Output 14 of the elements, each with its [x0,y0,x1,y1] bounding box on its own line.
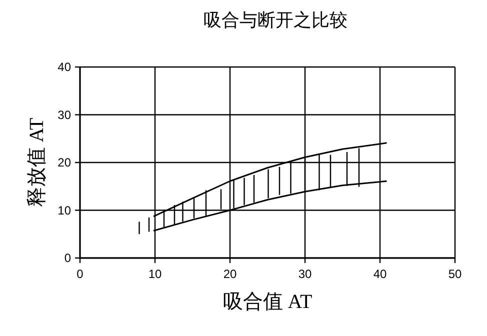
y-tick-label: 0 [64,251,72,265]
chart-title: 吸合与断开之比较 [204,10,348,30]
x-tick-label: 50 [448,267,462,281]
x-tick-label: 10 [148,267,162,281]
x-tick-label: 20 [223,267,237,281]
x-tick-label: 0 [76,267,84,281]
y-tick-label: 20 [58,156,72,170]
y-axis-title: 释放值 AT [26,118,48,208]
y-tick-label: 30 [58,108,72,122]
y-tick-label: 10 [58,203,72,218]
x-tick-label: 30 [298,267,312,281]
y-tick-label: 40 [58,60,72,74]
x-axis-title: 吸合值 AT [222,291,312,313]
x-tick-label: 40 [373,267,387,281]
